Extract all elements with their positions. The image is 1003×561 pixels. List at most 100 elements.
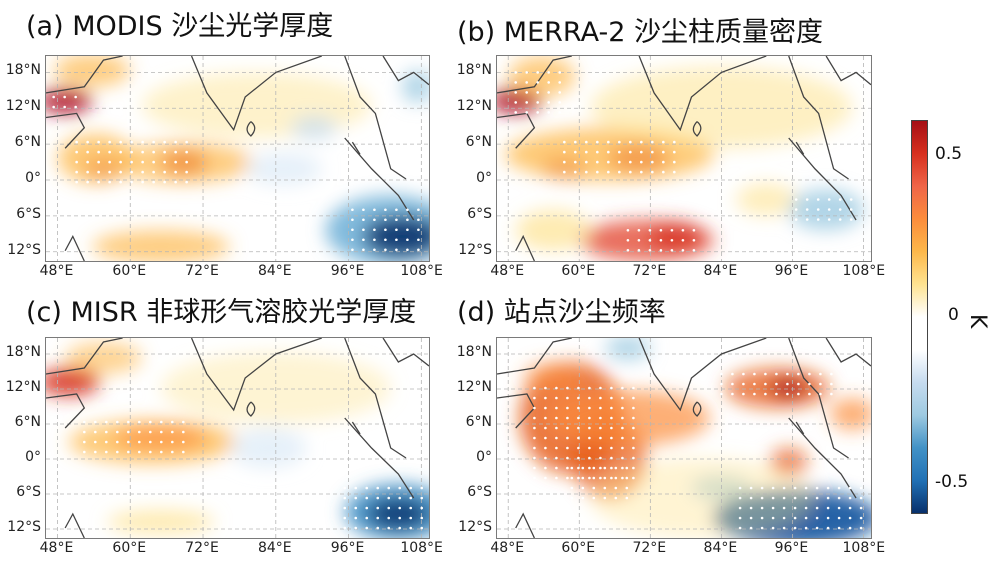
lat-tick-label: 12°N (5, 98, 41, 115)
coastline (497, 393, 536, 429)
significance-dot (52, 105, 55, 109)
significance-dot (621, 466, 624, 470)
significance-dot (533, 416, 536, 420)
anomaly-patch (46, 368, 100, 396)
significance-dot (174, 150, 177, 154)
significance-dot (793, 506, 797, 510)
significance-dot (577, 466, 580, 470)
significance-dot (417, 218, 420, 222)
lat-tick-label: 6°S (16, 205, 41, 222)
significance-dot (819, 392, 822, 396)
significance-dot (577, 436, 580, 440)
significance-dot (637, 238, 641, 242)
significance-dot (384, 248, 387, 252)
significance-dot (827, 218, 831, 221)
significance-dot (108, 180, 111, 184)
significance-dot (794, 208, 798, 211)
significance-dot (610, 396, 613, 400)
significance-dot (826, 526, 830, 530)
significance-dot (577, 396, 580, 400)
significance-dot (592, 486, 596, 490)
significance-dot (105, 450, 108, 454)
significance-dot (398, 506, 402, 510)
significance-dot (610, 426, 613, 430)
significance-dot (808, 372, 811, 376)
significance-dot (640, 140, 643, 144)
lon-tick-label: 48°E (39, 540, 74, 556)
coastline (190, 56, 322, 132)
significance-dot (544, 416, 547, 420)
significance-dot (588, 426, 591, 430)
significance-dot (547, 71, 550, 74)
significance-dot (797, 382, 800, 386)
significance-dot (86, 170, 89, 174)
coastline (344, 417, 415, 499)
significance-dot (94, 430, 97, 434)
significance-dot (94, 440, 97, 444)
significance-dot (592, 466, 596, 470)
lat-tick-label: 6°N (14, 414, 41, 430)
significance-dot (163, 150, 166, 154)
significance-dot (97, 180, 100, 184)
significance-dot (105, 430, 108, 434)
significance-dot (775, 382, 778, 386)
significance-dot (621, 436, 624, 440)
significance-dot (849, 208, 853, 211)
anomaly-patch (46, 88, 92, 114)
significance-dot (127, 430, 130, 434)
lat-tick-label: 18°N (456, 62, 492, 79)
significance-dot (544, 476, 547, 480)
significance-dot (86, 150, 89, 154)
significance-dot (838, 218, 842, 221)
colorbar (911, 120, 928, 514)
colorbar-unit-label: K (965, 314, 990, 329)
significance-dot (130, 180, 133, 184)
significance-dot (387, 496, 391, 500)
lon-tick-label: 48°E (490, 540, 525, 556)
significance-dot (592, 476, 596, 480)
significance-dot (603, 486, 607, 490)
significance-dot (632, 406, 635, 410)
significance-dot (805, 198, 809, 201)
lon-tick-label: 84°E (703, 263, 738, 279)
coastline (497, 338, 572, 375)
significance-dot (555, 466, 558, 470)
significance-dot (632, 476, 635, 480)
coastline (497, 112, 536, 149)
significance-dot (673, 160, 676, 164)
significance-dot (731, 392, 734, 396)
significance-dot (588, 416, 591, 420)
significance-dot (764, 382, 767, 386)
significance-dot (362, 248, 365, 252)
lon-tick-label: 84°E (703, 540, 738, 556)
significance-dot (577, 386, 580, 390)
significance-dot (533, 406, 536, 410)
coastline (382, 338, 429, 367)
coastline (795, 141, 805, 155)
significance-dot (738, 506, 742, 510)
significance-dot (731, 382, 734, 386)
significance-dot (625, 476, 629, 480)
significance-dot (160, 420, 163, 424)
lon-tick-label: 60°E (561, 540, 596, 556)
significance-dot (662, 170, 665, 174)
significance-dot (108, 160, 111, 164)
significance-dot (786, 372, 789, 376)
anomaly-patch (84, 158, 123, 179)
anomaly-patch (363, 215, 429, 257)
anomaly-patch (609, 144, 670, 173)
lat-tick-label: 18°N (456, 344, 492, 360)
significance-dot (119, 150, 122, 154)
significance-dot (83, 440, 86, 444)
significance-dot (632, 466, 635, 470)
significance-dot (395, 208, 398, 212)
significance-dot (659, 248, 663, 252)
significance-dot (581, 466, 585, 470)
significance-dot (629, 140, 632, 144)
coastline (795, 421, 805, 435)
lat-tick-label: 0° (476, 170, 492, 187)
significance-dot (673, 170, 676, 174)
significance-dot (420, 486, 424, 490)
coastline (246, 401, 256, 417)
significance-dot (149, 420, 152, 424)
